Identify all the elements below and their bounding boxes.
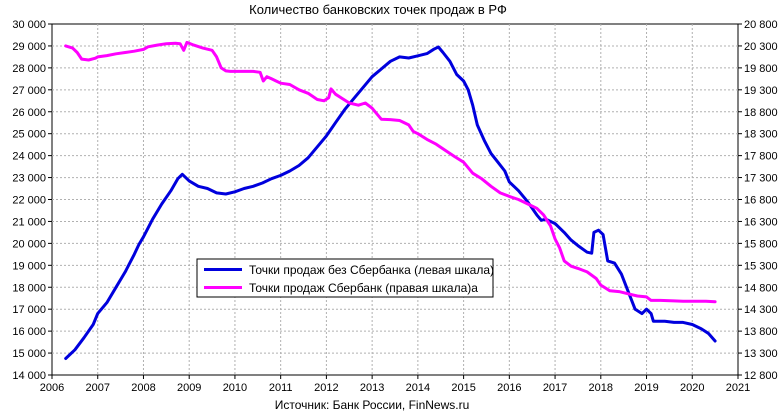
right-tick-label: 14 800 [744, 282, 778, 294]
left-tick-label: 22 000 [12, 195, 46, 207]
left-axis: 14 000 15 000 16 000 17 000 18 000 19 000 20 0… [12, 19, 52, 382]
right-tick-label: 16 300 [744, 216, 778, 228]
series-line-no-sberbank [64, 45, 717, 360]
x-tick-label: 2019 [634, 382, 658, 394]
x-tick-label: 2008 [131, 382, 155, 394]
x-tick-label: 2012 [314, 382, 338, 394]
x-tick-label: 2011 [269, 382, 293, 394]
left-tick-label: 17 000 [12, 304, 46, 316]
left-tick-label: 28 000 [12, 63, 46, 75]
x-tick-label: 2015 [451, 382, 475, 394]
x-tick-label: 2010 [223, 382, 247, 394]
left-tick-label: 20 000 [12, 238, 46, 250]
left-tick-label: 25 000 [12, 129, 46, 141]
right-tick-label: 18 300 [744, 129, 778, 141]
left-tick-label: 30 000 [12, 19, 46, 31]
left-tick-label: 27 000 [12, 85, 46, 97]
right-tick-label: 19 300 [744, 85, 778, 97]
left-tick-label: 29 000 [12, 41, 46, 53]
right-tick-label: 13 800 [744, 326, 778, 338]
left-tick-label: 23 000 [12, 173, 46, 185]
left-tick-label: 26 000 [12, 107, 46, 119]
right-tick-label: 17 800 [744, 151, 778, 163]
x-tick-label: 2007 [85, 382, 109, 394]
x-axis: 2006 2007 2008 2009 2010 2011 2012 2013 2014 2015… [40, 375, 750, 394]
series-lines [64, 40, 717, 360]
left-tick-label: 21 000 [12, 216, 46, 228]
left-tick-label: 19 000 [12, 260, 46, 272]
left-tick-label: 14 000 [12, 370, 46, 382]
left-tick-label: 18 000 [12, 282, 46, 294]
right-tick-label: 17 300 [744, 173, 778, 185]
right-tick-label: 15 800 [744, 238, 778, 250]
left-tick-label: 16 000 [12, 326, 46, 338]
x-tick-label: 2016 [497, 382, 521, 394]
x-tick-label: 2014 [406, 382, 430, 394]
source-note: Источник: Банк России, FinNews.ru [275, 398, 470, 412]
legend-label-no-sberbank: Точки продаж без Сбербанка (левая шкала) [249, 263, 494, 277]
x-tick-label: 2020 [680, 382, 704, 394]
legend: Точки продаж без Сбербанка (левая шкала)… [196, 258, 494, 298]
chart-title: Количество банковских точек продаж в РФ [249, 2, 507, 17]
plot-area [51, 23, 739, 376]
right-tick-label: 13 300 [744, 348, 778, 360]
legend-label-sberbank: Точки продаж Сбербанк (правая шкала)а [249, 281, 478, 295]
right-tick-label: 18 800 [744, 107, 778, 119]
x-tick-label: 2018 [589, 382, 613, 394]
right-tick-label: 20 300 [744, 41, 778, 53]
right-tick-label: 19 800 [744, 63, 778, 75]
right-tick-label: 12 800 [744, 370, 778, 382]
grid [52, 24, 738, 375]
x-tick-label: 2006 [40, 382, 64, 394]
right-axis: 12 800 13 300 13 800 14 300 14 800 15 300 15 8… [738, 19, 778, 382]
left-tick-label: 15 000 [12, 348, 46, 360]
legend-box [196, 258, 494, 298]
series-line-sberbank [64, 40, 717, 304]
right-tick-label: 20 800 [744, 19, 778, 31]
right-tick-label: 14 300 [744, 304, 778, 316]
x-tick-label: 2017 [543, 382, 567, 394]
left-tick-label: 24 000 [12, 151, 46, 163]
right-tick-label: 16 800 [744, 195, 778, 207]
x-tick-label: 2021 [726, 382, 750, 394]
right-tick-label: 15 300 [744, 260, 778, 272]
x-tick-label: 2013 [360, 382, 384, 394]
x-tick-label: 2009 [177, 382, 201, 394]
